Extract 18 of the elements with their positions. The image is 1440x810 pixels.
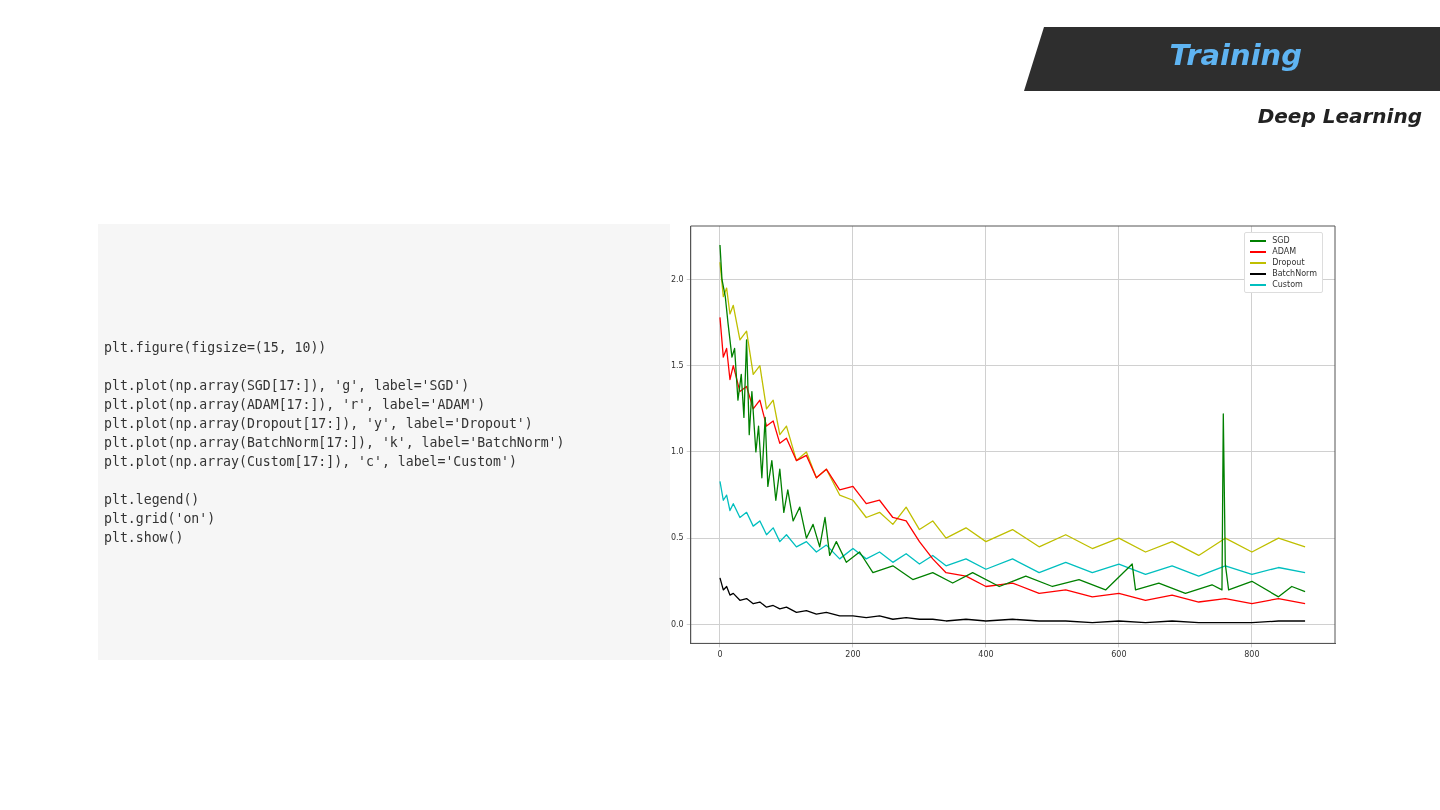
chart-title: Training: [1169, 38, 1302, 72]
y-tick-label: 1.0: [670, 447, 684, 457]
chart-subtitle: Deep Learning: [1257, 104, 1422, 128]
legend-label: BatchNorm: [1272, 269, 1317, 278]
y-tick-label: 0.0: [670, 619, 684, 629]
legend-label: Custom: [1272, 280, 1303, 289]
legend-label: SGD: [1272, 236, 1290, 245]
y-tick-label: 1.5: [670, 360, 684, 370]
legend-label: ADAM: [1272, 247, 1297, 256]
y-tick-label: 0.5: [670, 533, 684, 543]
x-tick-label: 0: [717, 650, 723, 660]
text: plt.figure(figsize=(15, 10)) plt.plot(np.array(SGD[17:]), 'g', label='SGD') plt.plot(np.array(ADAM[17:]), 'r', label='ADAM') plt.plot(np.array(Dropout[17:]), 'y', label='Dropout') plt.plot(np.array(BatchNorm[17:]), 'k', label='BatchNorm') plt.plot(np.array(Custom[17:]), 'c', label='Custom') plt.legend() plt.grid('on') plt.show(): [104, 339, 565, 545]
x-tick-label: 400: [978, 650, 994, 660]
x-tick-label: 600: [1111, 650, 1127, 660]
y-tick-label: 2.0: [670, 274, 684, 284]
x-tick-label: 800: [1244, 650, 1260, 660]
x-tick-label: 200: [845, 650, 861, 660]
legend-label: Dropout: [1272, 258, 1305, 267]
